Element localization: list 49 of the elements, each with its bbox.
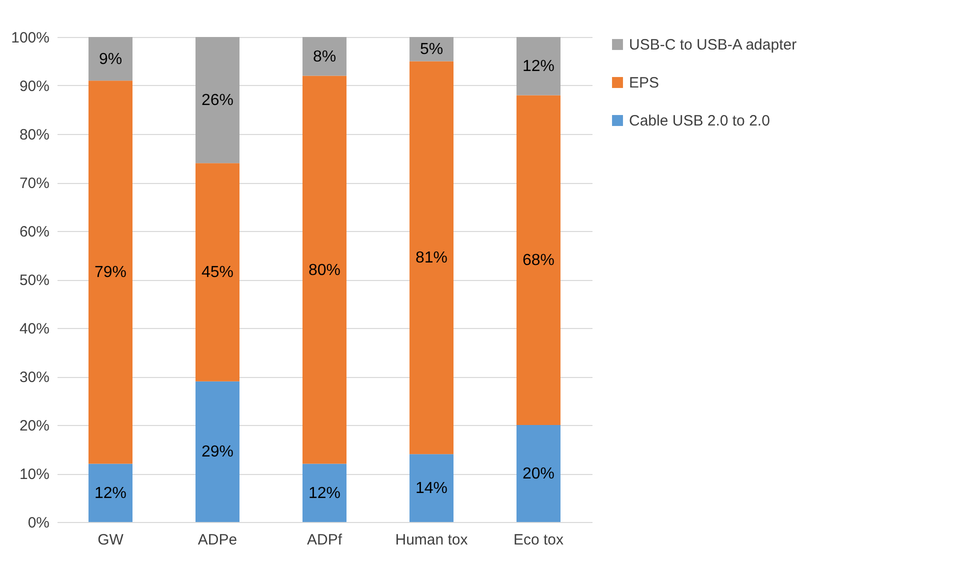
x-tick-label: GW [98,532,124,548]
y-tick-label: 100% [11,30,50,46]
y-tick-label: 50% [19,272,50,289]
y-tick-label: 10% [19,466,50,483]
text: 81% [415,250,448,267]
bar [88,80,132,464]
text: 12% [308,484,341,502]
bar [410,454,454,522]
bar [410,61,454,454]
x-tick-label: ADPf [306,532,343,548]
x-tick-label: ADPe [198,532,238,548]
text: 12% [522,58,555,76]
text: 68% [522,252,555,270]
text: 20% [522,466,555,482]
text: 26% [201,92,234,110]
bar [302,76,346,464]
bar [88,37,132,81]
text: 29% [201,444,234,461]
text: 8% [312,48,336,66]
text: 79% [94,264,127,282]
bar [516,95,560,425]
x-tick-label: Eco tox [513,532,564,548]
y-tick-label: 60% [19,224,50,240]
y-tick-label: 0% [28,514,50,532]
y-tick-label: 70% [19,175,50,192]
bar [302,37,346,76]
y-tick-label: 40% [19,320,50,338]
bar [196,163,240,382]
text: 45% [201,264,234,282]
bar [302,464,346,522]
text: 12% [94,484,127,502]
bar [196,37,240,164]
text: 80% [308,262,341,279]
legend-label: Cable USB 2.0 to 2.0 [629,112,770,130]
bar [516,37,560,96]
legend-label: EPS [629,74,660,92]
bar [410,37,454,62]
y-tick-label: 90% [19,78,50,95]
text: 5% [420,41,444,58]
x-tick-label: Human tox [395,532,468,548]
y-tick-label: 80% [19,126,50,144]
legend-label: USB-C to USB-A adapter [629,36,797,54]
y-tick-label: 20% [19,418,50,434]
text: 14% [415,480,448,498]
text: 9% [98,50,122,68]
y-tick-label: 30% [19,369,50,386]
bar [196,381,240,522]
bar [88,464,132,522]
bar [516,425,560,522]
